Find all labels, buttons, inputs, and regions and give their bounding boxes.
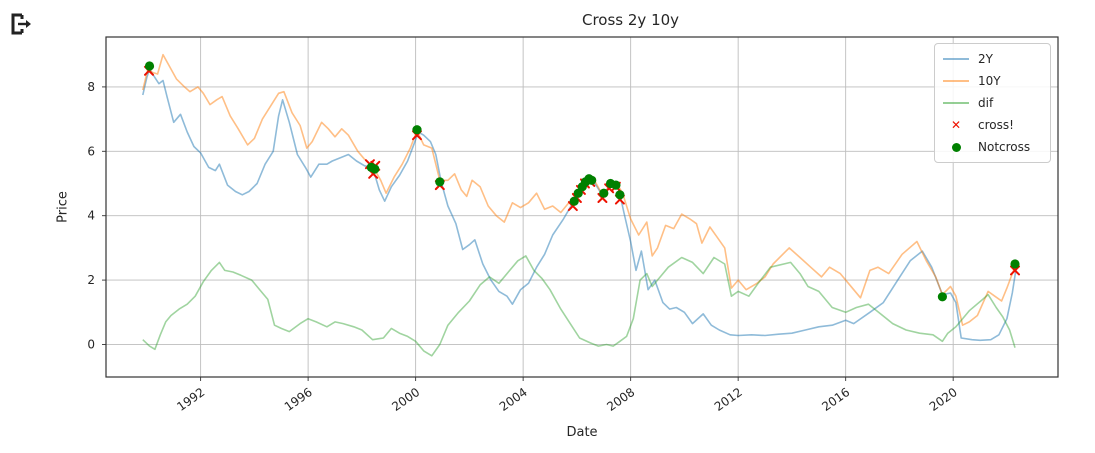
series-line-10y xyxy=(142,53,1018,326)
y-tick-label: 8 xyxy=(87,80,95,94)
y-tick-label: 2 xyxy=(87,273,95,287)
legend-line-sample xyxy=(941,80,971,82)
x-axis-label: Date xyxy=(566,425,598,440)
legend: 2Y 10Y dif ✕ cross! Notcross xyxy=(934,43,1051,163)
y-tick-label: 6 xyxy=(87,144,95,158)
x-tick-label: 1992 xyxy=(174,385,207,414)
export-arrow-icon[interactable] xyxy=(9,12,35,36)
x-tick-label: 2000 xyxy=(389,385,422,414)
legend-label: 10Y xyxy=(978,74,1001,88)
legend-line-sample xyxy=(941,58,971,60)
y-tick-label: 0 xyxy=(87,337,95,351)
x-tick-label: 2020 xyxy=(927,385,960,414)
legend-label: 2Y xyxy=(978,52,993,66)
series-line-dif xyxy=(142,255,1016,357)
plot-border xyxy=(105,36,1059,378)
legend-line-sample xyxy=(941,102,971,104)
x-tick-label: 2016 xyxy=(819,385,852,414)
dot-marker-icon xyxy=(941,142,971,152)
axis-ticks xyxy=(102,86,954,381)
notcross-markers xyxy=(144,61,1020,302)
legend-item-cross: ✕ cross! xyxy=(941,114,1044,136)
grid xyxy=(106,37,1058,377)
legend-item-dif: dif xyxy=(941,92,1044,114)
legend-item-10y: 10Y xyxy=(941,70,1044,92)
series-line-2y xyxy=(142,68,1018,342)
legend-item-notcross: Notcross xyxy=(941,136,1044,158)
y-axis-label: Price xyxy=(55,191,71,223)
x-marker-icon: ✕ xyxy=(950,118,962,132)
legend-label: dif xyxy=(978,96,994,110)
x-tick-label: 1996 xyxy=(282,385,315,414)
legend-item-2y: 2Y xyxy=(941,48,1044,70)
y-tick-label: 4 xyxy=(87,209,95,223)
x-tick-label: 2004 xyxy=(497,385,530,414)
x-tick-label: 2008 xyxy=(604,385,637,414)
legend-label: cross! xyxy=(978,118,1014,132)
x-tick-label: 2012 xyxy=(712,385,745,414)
legend-label: Notcross xyxy=(978,140,1031,154)
